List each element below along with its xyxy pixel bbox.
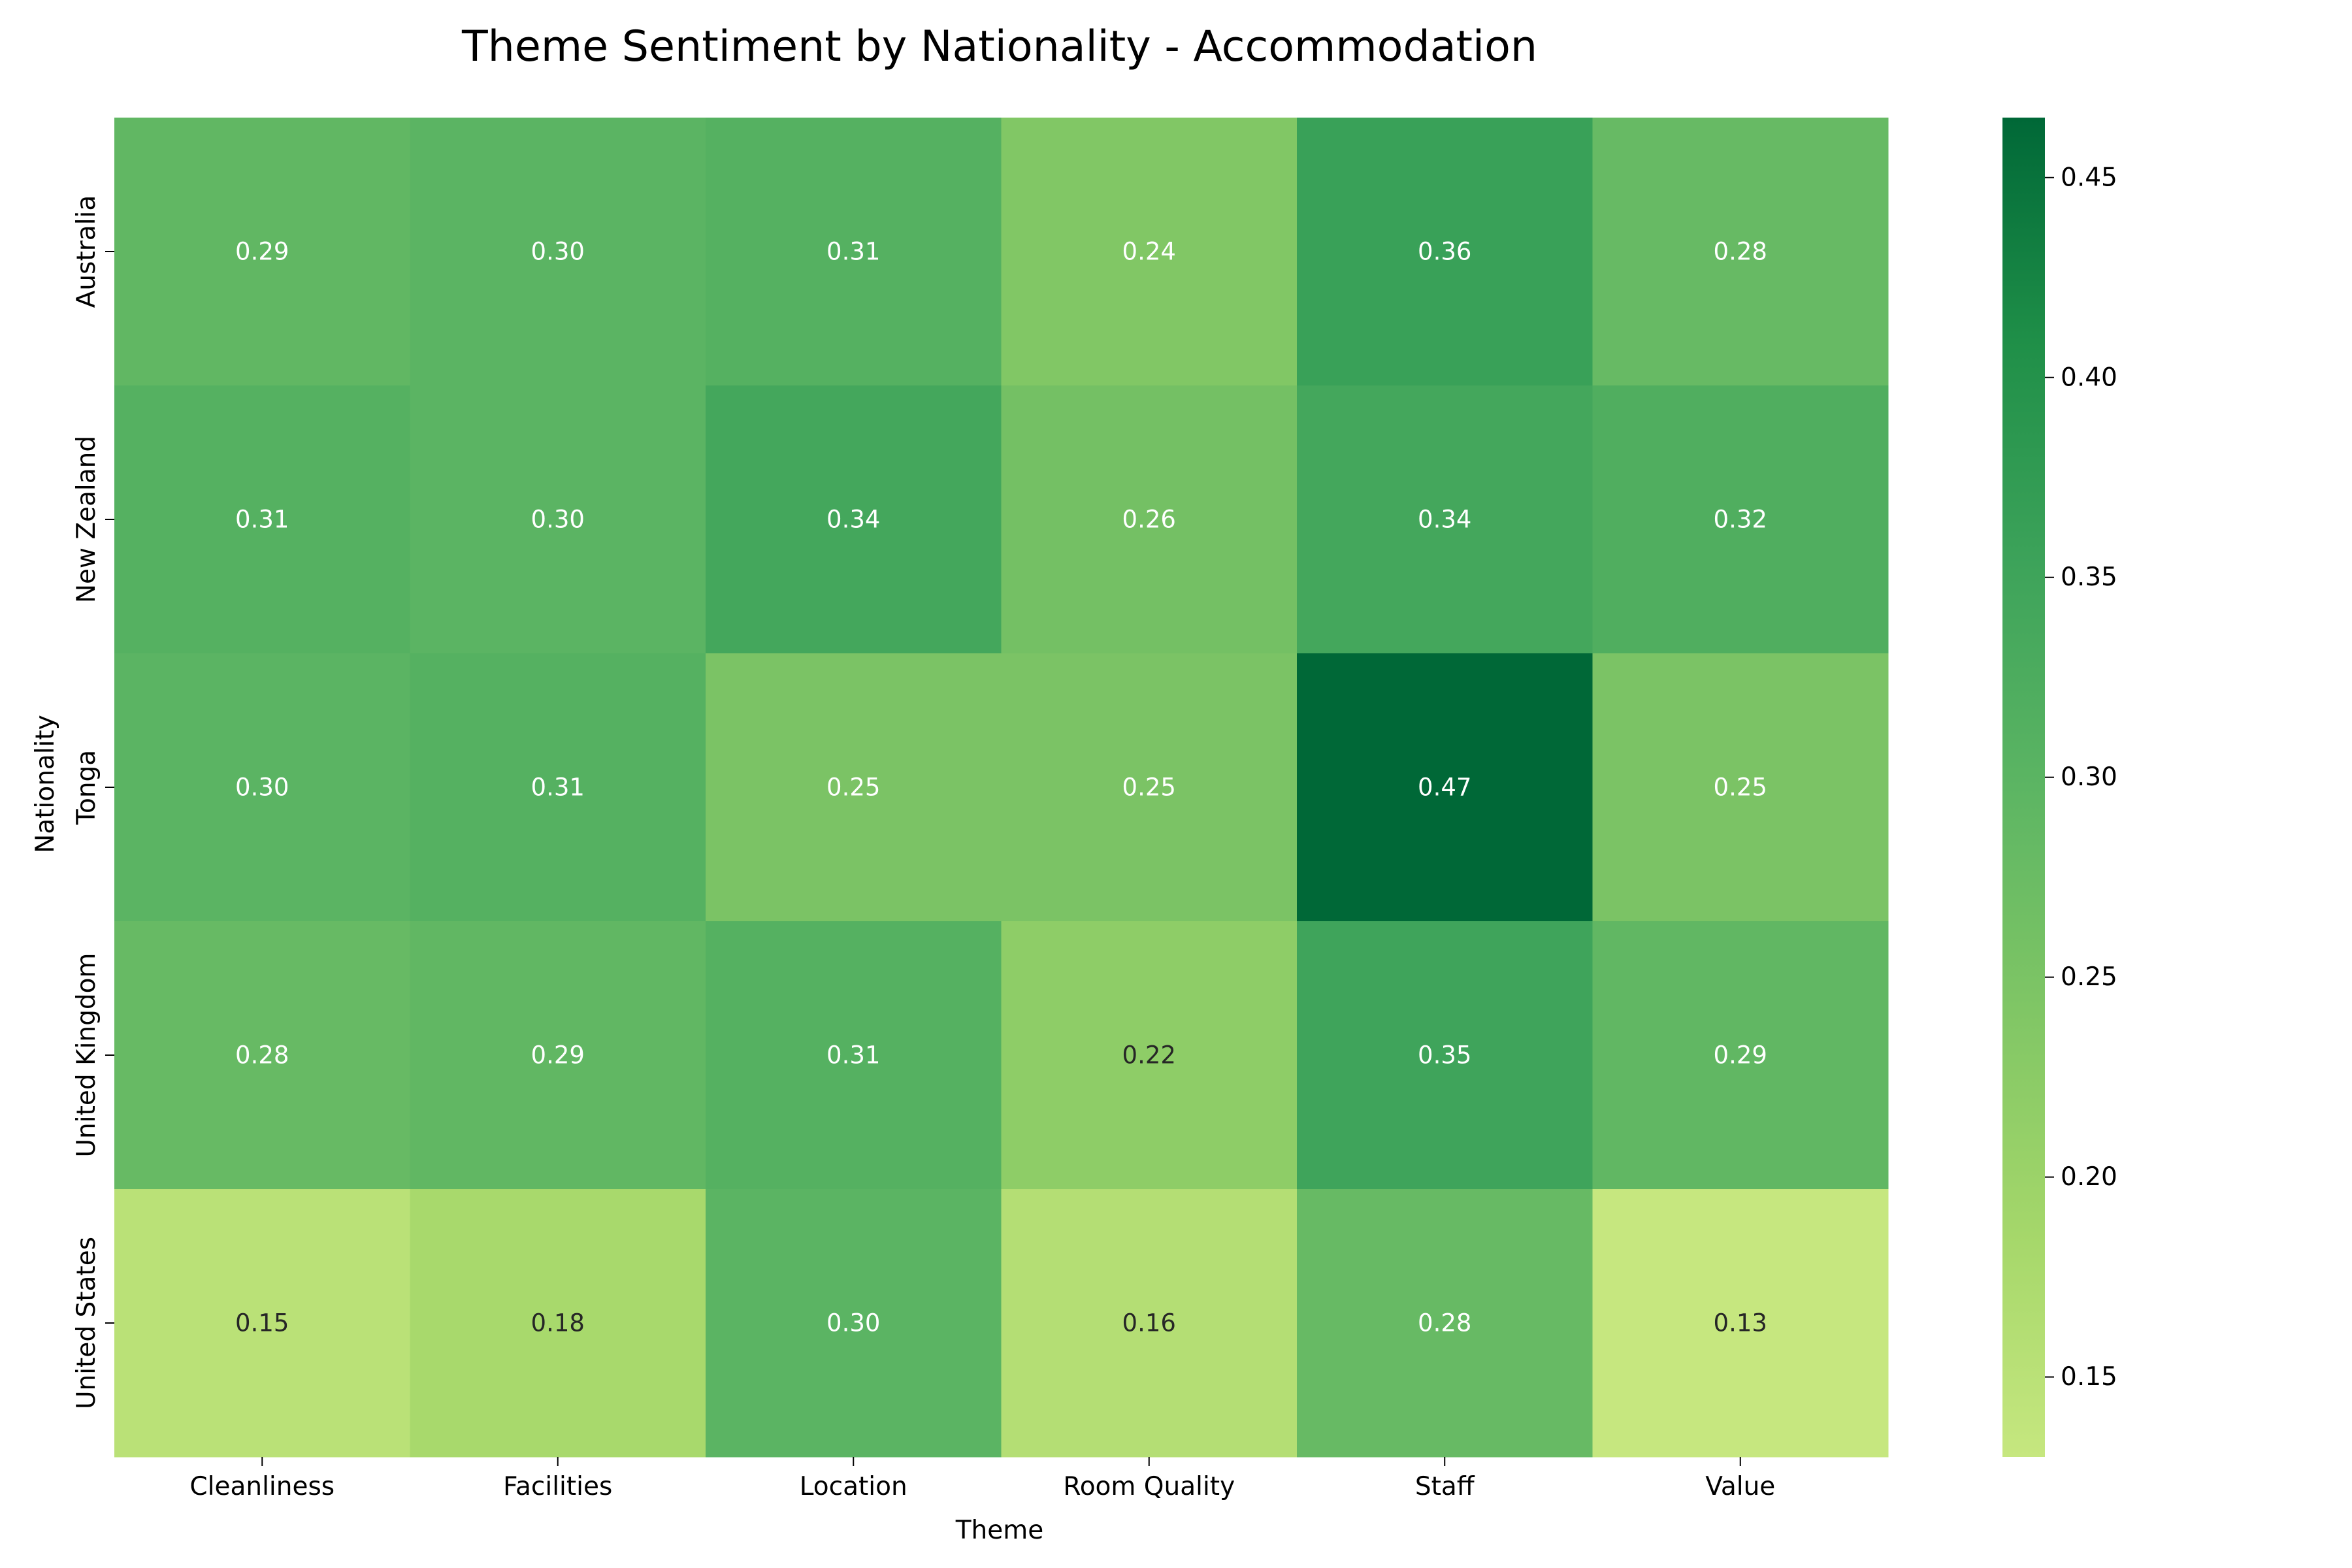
cell-value-label: 0.25 bbox=[1714, 774, 1767, 802]
heatmap-cell bbox=[706, 1189, 1002, 1458]
colorbar-tick-label: 0.15 bbox=[2061, 1362, 2117, 1392]
y-tick-label-new-zealand: New Zealand bbox=[72, 436, 101, 603]
colorbar-tick-label: 0.45 bbox=[2061, 163, 2117, 192]
colorbar-tick-label: 0.20 bbox=[2061, 1162, 2117, 1192]
colorbar-tick-label: 0.40 bbox=[2061, 363, 2117, 392]
heatmap-cell bbox=[1297, 653, 1593, 922]
cell-value-label: 0.34 bbox=[1418, 506, 1471, 534]
heatmap-cell bbox=[1001, 118, 1298, 386]
y-tick-label-united-kingdom: United Kingdom bbox=[72, 953, 101, 1157]
heatmap-cell bbox=[1001, 1189, 1298, 1458]
y-tick-label-australia: Australia bbox=[72, 195, 101, 308]
cell-value-label: 0.24 bbox=[1122, 238, 1176, 266]
cell-value-label: 0.30 bbox=[826, 1309, 880, 1337]
cell-value-label: 0.34 bbox=[826, 506, 880, 534]
cell-value-label: 0.13 bbox=[1714, 1309, 1767, 1337]
heatmap-cell bbox=[1297, 385, 1593, 654]
heatmap-cell bbox=[706, 921, 1002, 1190]
cell-value-label: 0.26 bbox=[1122, 506, 1176, 534]
x-axis: Cleanliness Facilities Location Room Qualit… bbox=[189, 1457, 1775, 1501]
cell-value-label: 0.25 bbox=[1122, 774, 1176, 802]
cell-value-label: 0.15 bbox=[235, 1309, 289, 1337]
heatmap-cell bbox=[1001, 385, 1298, 654]
heatmap-cells bbox=[114, 118, 1889, 1458]
colorbar-tick-label: 0.25 bbox=[2061, 962, 2117, 992]
cell-value-label: 0.31 bbox=[235, 506, 289, 534]
heatmap-cell bbox=[706, 118, 1002, 386]
heatmap-cell bbox=[1592, 921, 1889, 1190]
heatmap-cell bbox=[1592, 385, 1889, 654]
y-axis-label: Nationality bbox=[31, 715, 60, 853]
cell-value-label: 0.29 bbox=[531, 1041, 585, 1070]
x-tick-label-location: Location bbox=[800, 1472, 907, 1501]
heatmap-cell bbox=[706, 653, 1002, 922]
heatmap-cell bbox=[1001, 653, 1298, 922]
heatmap-cell bbox=[410, 385, 706, 654]
cell-value-label: 0.28 bbox=[1418, 1309, 1471, 1337]
x-tick-label-staff: Staff bbox=[1415, 1472, 1475, 1501]
cell-value-label: 0.30 bbox=[531, 506, 585, 534]
x-tick-label-cleanliness: Cleanliness bbox=[189, 1472, 335, 1501]
cell-value-label: 0.30 bbox=[235, 774, 289, 802]
cell-value-label: 0.25 bbox=[826, 774, 880, 802]
colorbar-tick-label: 0.35 bbox=[2061, 563, 2117, 592]
cell-value-label: 0.31 bbox=[531, 774, 585, 802]
heatmap-cell bbox=[114, 118, 410, 386]
heatmap-cell bbox=[410, 1189, 706, 1458]
x-tick-label-facilities: Facilities bbox=[503, 1472, 612, 1501]
heatmap-cell bbox=[1592, 1189, 1889, 1458]
y-tick-label-united-states: United States bbox=[72, 1237, 101, 1409]
heatmap-cell bbox=[1297, 118, 1593, 386]
cell-value-label: 0.30 bbox=[531, 238, 585, 266]
cell-value-label: 0.29 bbox=[1714, 1041, 1767, 1070]
heatmap-cell bbox=[1001, 921, 1298, 1190]
cell-value-label: 0.29 bbox=[235, 238, 289, 266]
chart-title: Theme Sentiment by Nationality - Accommo… bbox=[461, 22, 1537, 71]
cell-value-label: 0.31 bbox=[826, 238, 880, 266]
colorbar-ticks: 0.15 0.20 0.25 0.30 0.35 0.40 0.45 bbox=[2045, 163, 2117, 1392]
heatmap-cell-labels: 0.29 0.30 0.31 0.24 0.36 0.28 0.31 0.30 0.34 0.26… bbox=[235, 238, 1767, 1337]
heatmap-cell bbox=[410, 921, 706, 1190]
x-axis-label: Theme bbox=[955, 1516, 1044, 1545]
heatmap-cell bbox=[410, 118, 706, 386]
cell-value-label: 0.31 bbox=[826, 1041, 880, 1070]
cell-value-label: 0.35 bbox=[1418, 1041, 1471, 1070]
cell-value-label: 0.18 bbox=[531, 1309, 585, 1337]
colorbar-gradient bbox=[2002, 118, 2045, 1457]
heatmap-cell bbox=[114, 385, 410, 654]
heatmap-cell bbox=[706, 385, 1002, 654]
cell-value-label: 0.47 bbox=[1418, 774, 1471, 802]
cell-value-label: 0.32 bbox=[1714, 506, 1767, 534]
heatmap-cell bbox=[114, 1189, 410, 1458]
heatmap-cell bbox=[1297, 921, 1593, 1190]
cell-value-label: 0.16 bbox=[1122, 1309, 1176, 1337]
heatmap-cell bbox=[410, 653, 706, 922]
cell-value-label: 0.28 bbox=[235, 1041, 289, 1070]
cell-value-label: 0.22 bbox=[1122, 1041, 1176, 1070]
x-tick-label-room-quality: Room Quality bbox=[1063, 1472, 1235, 1501]
colorbar: 0.15 0.20 0.25 0.30 0.35 0.40 0.45 bbox=[2002, 118, 2117, 1457]
heatmap-cell bbox=[1592, 118, 1889, 386]
cell-value-label: 0.36 bbox=[1418, 238, 1471, 266]
heatmap-cell bbox=[114, 921, 410, 1190]
heatmap-cell bbox=[114, 653, 410, 922]
x-tick-label-value: Value bbox=[1705, 1472, 1775, 1501]
heatmap-cell bbox=[1592, 653, 1889, 922]
colorbar-tick-label: 0.30 bbox=[2061, 762, 2117, 792]
y-tick-label-tonga: Tonga bbox=[72, 750, 101, 825]
y-axis: Australia New Zealand Tonga United Kingdom U… bbox=[72, 195, 114, 1409]
heatmap-cell bbox=[1297, 1189, 1593, 1458]
cell-value-label: 0.28 bbox=[1714, 238, 1767, 266]
